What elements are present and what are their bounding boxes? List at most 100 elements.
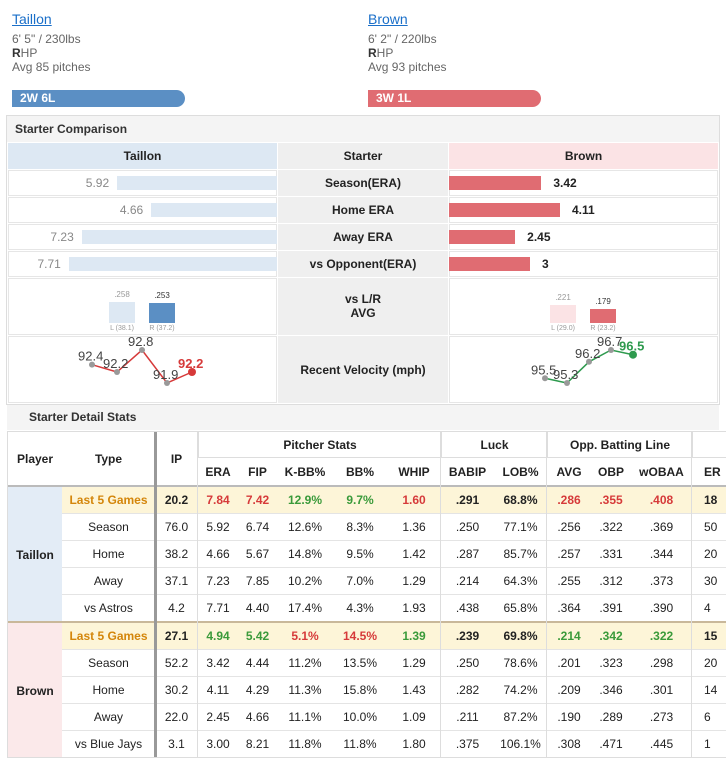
stat-cell: .346	[591, 677, 631, 704]
table-border	[7, 431, 726, 758]
stat-cell: .373	[631, 568, 692, 595]
bar-left	[117, 176, 277, 190]
stat-cell: .211	[441, 704, 494, 731]
comparison-header: Starter	[278, 143, 448, 169]
player-link[interactable]: Brown	[368, 11, 408, 27]
player-hand: RHP	[368, 46, 394, 60]
stat-cell: .201	[547, 650, 591, 677]
stat-cell: .214	[441, 568, 494, 595]
metric-label: vs Opponent(ERA)	[278, 251, 448, 277]
stat-cell: 18	[692, 487, 726, 514]
value-left: 7.71	[37, 257, 61, 271]
stat-cell: .289	[591, 704, 631, 731]
stat-cell: Away	[62, 704, 155, 731]
bar-right	[449, 230, 516, 244]
value-right: 3	[542, 257, 549, 271]
player-hand: RHP	[12, 46, 38, 60]
split-bg	[278, 278, 448, 335]
stat-cell: .408	[631, 487, 692, 514]
bar-left	[68, 257, 277, 271]
player-link[interactable]: Taillon	[12, 11, 52, 27]
stat-cell: .322	[631, 623, 692, 650]
row-cell	[8, 278, 277, 335]
split-label: AVG	[350, 306, 376, 320]
stat-cell: 12.6%	[277, 514, 333, 541]
stat-cell: 15.8%	[333, 677, 387, 704]
group-header: Opp. Batting Line	[547, 432, 692, 458]
avg-bar	[149, 302, 175, 323]
stat-cell: 3.42	[198, 650, 238, 677]
value-left: 4.66	[119, 203, 144, 217]
column-header: ERA	[198, 458, 238, 486]
stat-cell: .323	[591, 650, 631, 677]
stat-cell: .291	[441, 487, 494, 514]
stat-cell: 1.43	[387, 677, 441, 704]
avg-sub: R (23.2)	[590, 325, 616, 332]
stat-cell: 11.3%	[277, 677, 333, 704]
column-header: BB%	[333, 458, 387, 486]
stat-cell: 14.8%	[277, 541, 333, 568]
avg-label: .253	[154, 290, 170, 300]
stat-cell: .273	[631, 704, 692, 731]
stat-cell: 4.66	[198, 541, 238, 568]
row-cell	[8, 336, 277, 403]
stat-cell: .312	[591, 568, 631, 595]
stat-cell: 6	[692, 704, 726, 731]
stat-cell: 4.44	[238, 650, 277, 677]
value-right: 4.11	[571, 203, 595, 217]
stat-cell: 1.09	[387, 704, 441, 731]
column-rule	[546, 432, 547, 758]
stat-cell: .286	[547, 487, 591, 514]
avg-bar	[550, 305, 576, 323]
comparison-box	[6, 115, 720, 405]
column-rule	[691, 432, 692, 758]
stat-cell: .250	[441, 650, 494, 677]
stat-cell: 64.3%	[494, 568, 547, 595]
stat-cell: 5.1%	[277, 623, 333, 650]
stat-cell: 77.1%	[494, 514, 547, 541]
column-header: AVG	[547, 458, 591, 486]
group-header: Luck	[441, 432, 547, 458]
stat-cell: 1.29	[387, 650, 441, 677]
avg-bar	[590, 308, 616, 323]
group-header: Pitcher Stats	[198, 432, 441, 458]
stat-cell: 38.2	[155, 541, 198, 568]
stat-cell: 11.2%	[277, 650, 333, 677]
stat-cell: 1.36	[387, 514, 441, 541]
value-left: 7.23	[50, 230, 74, 244]
metric-label: Home ERA	[278, 197, 448, 223]
player-pitches: Avg 93 pitches	[368, 60, 447, 74]
column-header: Type	[62, 432, 155, 486]
stat-cell: 20.2	[155, 487, 198, 514]
column-header: K-BB%	[277, 458, 333, 486]
group-header	[692, 432, 726, 458]
stat-cell: 20	[692, 650, 726, 677]
comparison-header: Brown	[449, 143, 718, 169]
bar-right	[449, 176, 542, 190]
stat-cell: Season	[62, 650, 155, 677]
avg-bar	[109, 302, 135, 323]
record-pill: 3W 1L	[368, 90, 541, 107]
stat-cell: .209	[547, 677, 591, 704]
stat-cell: Home	[62, 677, 155, 704]
stat-cell: 15	[692, 623, 726, 650]
stat-cell: Away	[62, 568, 155, 595]
bar-left	[151, 203, 277, 217]
stat-cell: Home	[62, 541, 155, 568]
stat-cell: .256	[547, 514, 591, 541]
player-cell: Taillon	[8, 487, 62, 622]
stat-cell: 85.7%	[494, 541, 547, 568]
header-rule	[8, 485, 726, 487]
stat-cell: 30.2	[155, 677, 198, 704]
column-rule	[440, 432, 441, 758]
split-label: vs L/R	[344, 292, 381, 306]
stat-cell: .257	[547, 541, 591, 568]
velocity-label: Recent Velocity (mph)	[278, 336, 448, 403]
player-size: 6' 5" / 230lbs	[12, 32, 81, 46]
column-rule	[197, 432, 198, 758]
stat-cell: .250	[441, 514, 494, 541]
column-header: wOBAA	[631, 458, 692, 486]
column-header: IP	[155, 432, 198, 486]
bar-right	[449, 203, 560, 217]
